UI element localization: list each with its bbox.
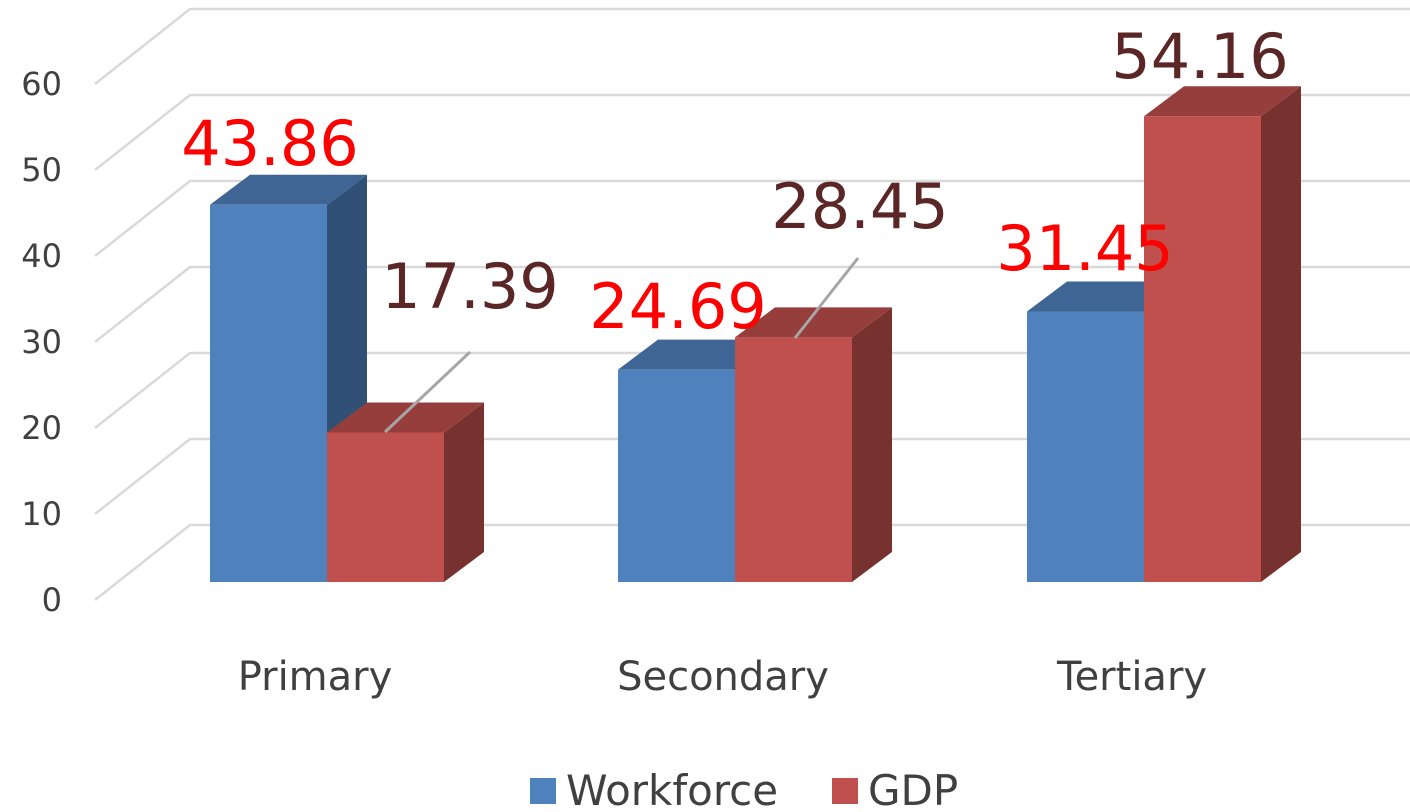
x-tick-label: Primary — [238, 654, 393, 700]
grid-line — [94, 437, 1410, 515]
grid-line — [94, 265, 1410, 343]
y-tick-label: 0 — [42, 581, 62, 619]
leader-line — [383, 350, 472, 434]
y-tick-label: 30 — [21, 323, 62, 361]
data-label: 24.69 — [589, 270, 767, 343]
grid-line — [94, 179, 1410, 257]
legend-swatch — [832, 778, 858, 804]
bar-top — [327, 402, 484, 433]
bar — [1144, 116, 1261, 582]
grid-line — [94, 93, 1410, 171]
bar — [735, 337, 852, 582]
bar-side — [444, 402, 484, 582]
bar — [1027, 311, 1144, 582]
x-tick-label: Tertiary — [1056, 654, 1207, 700]
grid-line — [94, 7, 1410, 85]
legend-label: Workforce — [566, 766, 778, 812]
bar-side — [852, 307, 892, 582]
legend-swatch — [530, 778, 556, 804]
bar-top — [1144, 86, 1301, 117]
data-label: 54.16 — [1111, 20, 1289, 93]
y-tick-label: 60 — [21, 65, 62, 103]
data-label: 43.86 — [181, 107, 359, 180]
legend-label: GDP — [868, 766, 958, 812]
bar — [618, 369, 735, 582]
data-label: 28.45 — [771, 170, 949, 243]
grid-line — [94, 351, 1410, 429]
bar — [327, 432, 444, 582]
y-tick-label: 20 — [21, 409, 62, 447]
bar — [210, 204, 327, 582]
bar-top — [210, 174, 367, 205]
data-label: 17.39 — [381, 250, 559, 323]
bar-side — [1261, 86, 1301, 582]
y-tick-label: 50 — [21, 151, 62, 189]
x-tick-label: Secondary — [617, 654, 829, 700]
y-tick-label: 40 — [21, 237, 62, 275]
leader-line — [793, 257, 860, 339]
bar-top — [735, 307, 892, 338]
grid-line — [94, 523, 1410, 601]
data-label: 31.45 — [996, 212, 1174, 285]
y-tick-label: 10 — [21, 495, 62, 533]
